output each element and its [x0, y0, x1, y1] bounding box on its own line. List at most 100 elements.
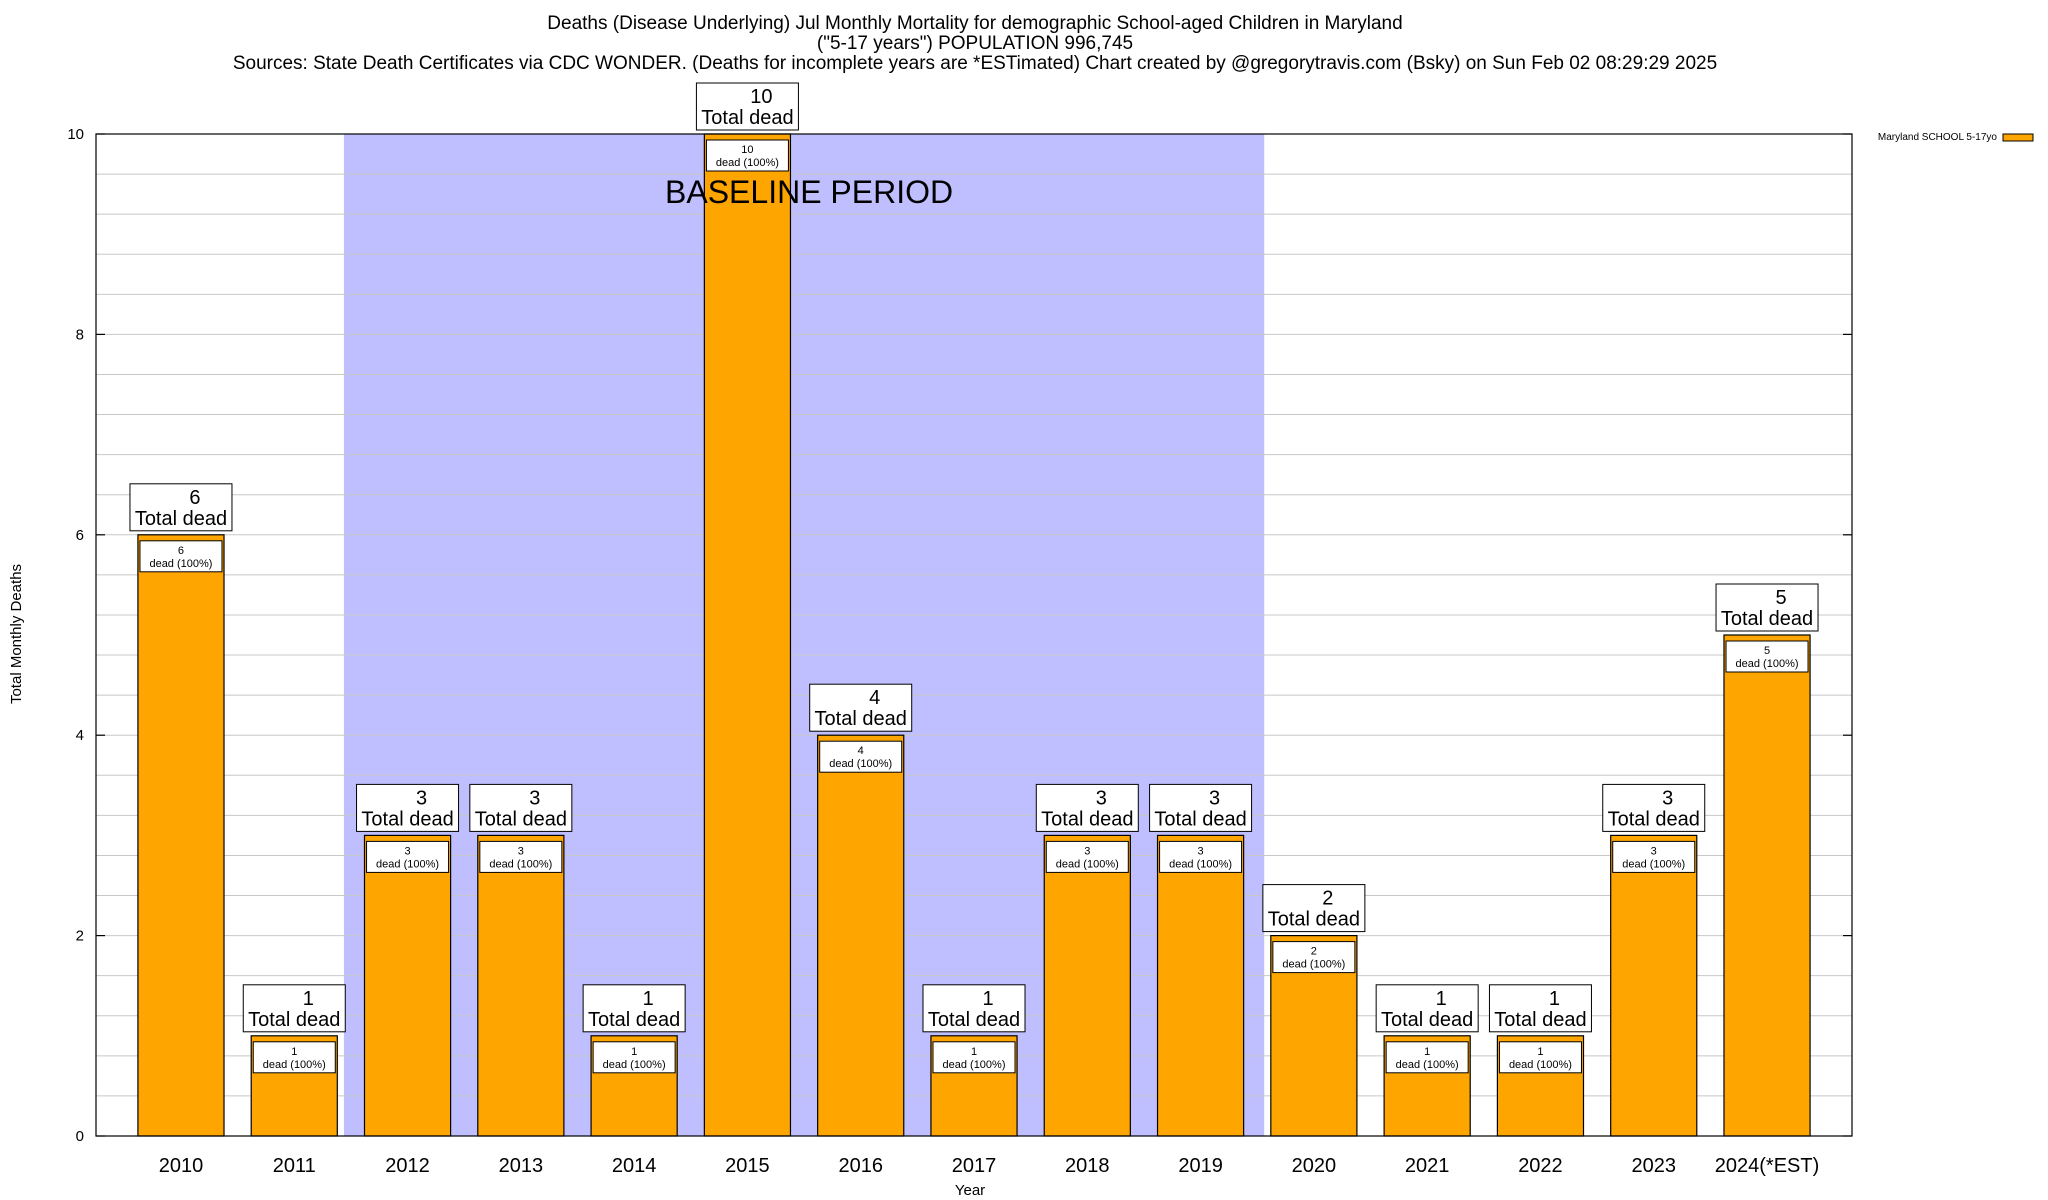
x-tick-label: 2019: [1178, 1155, 1223, 1177]
bar-total-value: 5: [1775, 587, 1786, 609]
x-tick-label: 2014: [612, 1155, 657, 1177]
bar-total-label-box: [1715, 583, 1819, 632]
bar-total-label-box: [1375, 984, 1479, 1033]
x-tick-label: 2012: [385, 1155, 430, 1177]
bar-total-label: Total dead: [1381, 1009, 1473, 1031]
bar-inner-value: 1: [971, 1046, 977, 1058]
bar-inner-label-box: [252, 1041, 336, 1074]
bar-total-value: 2: [1322, 888, 1333, 910]
bar-inner-label-box: [819, 740, 903, 773]
bar-inner-label-box: [705, 139, 789, 172]
bar-total-label-box: [469, 783, 573, 832]
bar-total-value: 1: [643, 988, 654, 1010]
bar-total-label: Total dead: [248, 1009, 340, 1031]
bar-total-value: 6: [189, 487, 200, 509]
x-tick-label: 2021: [1405, 1155, 1450, 1177]
bar-total-value: 4: [869, 687, 880, 709]
legend-entry-label: Maryland SCHOOL 5-17yo: [1878, 132, 1998, 143]
bar-inner-label-box: [592, 1041, 676, 1074]
x-tick-label: 2015: [725, 1155, 770, 1177]
bar-inner-label-box: [1159, 840, 1243, 873]
bar-inner-value: 10: [741, 144, 753, 156]
x-tick-label: 2010: [159, 1155, 204, 1177]
x-tick-label: 2017: [952, 1155, 997, 1177]
bar-total-label-box: [1602, 783, 1706, 832]
bar-total-value: 3: [416, 787, 427, 809]
bar: [703, 133, 792, 1137]
bar-total-label: Total dead: [361, 808, 453, 830]
bar-total-label-box: [1262, 884, 1366, 933]
bar-total-label-box: [1149, 783, 1253, 832]
bar-inner-label-box: [1725, 640, 1809, 673]
bar-inner-label: dead (100%): [489, 858, 552, 870]
bar: [1156, 834, 1245, 1137]
y-tick-label: 10: [67, 126, 84, 143]
x-axis-label: Year: [955, 1182, 985, 1199]
x-tick-label: 2022: [1518, 1155, 1563, 1177]
y-tick-label: 0: [76, 1128, 84, 1145]
bar-inner-value: 6: [178, 545, 184, 557]
y-tick-label: 6: [76, 527, 84, 544]
legend: Maryland SCHOOL 5-17yo: [1878, 132, 2034, 143]
bar-total-label: Total dead: [475, 808, 567, 830]
bar-inner-value: 3: [1084, 845, 1090, 857]
bar-total-label: Total dead: [1041, 808, 1133, 830]
bar-total-label-box: [1488, 984, 1592, 1033]
x-tick-label: 2023: [1631, 1155, 1676, 1177]
bar-inner-value: 3: [404, 845, 410, 857]
bar-total-label: Total dead: [815, 708, 907, 730]
bar-inner-label: dead (100%): [603, 1059, 666, 1071]
bar-inner-label: dead (100%): [376, 858, 439, 870]
bar-inner-label: dead (100%): [263, 1059, 326, 1071]
bar-total-label: Total dead: [1608, 808, 1700, 830]
bar-total-value: 1: [1436, 988, 1447, 1010]
bar-inner-label-box: [1045, 840, 1129, 873]
bar-inner-label: dead (100%): [1056, 858, 1119, 870]
bar: [1610, 834, 1698, 1137]
bar-total-label: Total dead: [135, 508, 227, 530]
bar: [817, 734, 905, 1137]
y-tick-label: 8: [76, 326, 84, 343]
bar-inner-label-box: [139, 540, 223, 573]
bar-total-value: 3: [1096, 787, 1107, 809]
bar-total-label-box: [1035, 783, 1139, 832]
bar-inner-value: 3: [518, 845, 524, 857]
bar: [477, 834, 565, 1137]
bar-inner-value: 1: [1424, 1046, 1430, 1058]
bar-total-value: 1: [982, 988, 993, 1010]
bar-total-value: 3: [1209, 787, 1220, 809]
bar-total-label-box: [242, 984, 346, 1033]
x-tick-label: 2016: [838, 1155, 883, 1177]
plot-frame: [95, 133, 1853, 1137]
bar-total-value: 3: [529, 787, 540, 809]
bar-inner-value: 1: [1537, 1046, 1543, 1058]
bar: [137, 534, 225, 1137]
x-tick-label: 2020: [1292, 1155, 1337, 1177]
bar-inner-label-box: [366, 840, 450, 873]
bar-total-label-box: [695, 82, 799, 131]
bar-inner-label: dead (100%): [829, 758, 892, 770]
bar-inner-value: 4: [858, 745, 864, 757]
chart-title-line-3: Sources: State Death Certificates via CD…: [232, 53, 1718, 74]
bar-total-label-box: [809, 683, 913, 732]
bar-total-value: 1: [303, 988, 314, 1010]
bar-total-label: Total dead: [928, 1009, 1020, 1031]
chart-title-line-2: ("5-17 years") POPULATION 996,745: [816, 33, 1134, 54]
bar-inner-label: dead (100%): [1169, 858, 1232, 870]
bar-total-label: Total dead: [1494, 1009, 1586, 1031]
bar-total-label-box: [356, 783, 460, 832]
bar-total-label: Total dead: [1154, 808, 1246, 830]
bar-total-label-box: [129, 483, 233, 532]
x-tick-label: 2011: [273, 1155, 316, 1177]
x-tick-label: 2024(*EST): [1715, 1155, 1820, 1177]
bar-inner-label: dead (100%): [1509, 1059, 1572, 1071]
bar-inner-label-box: [479, 840, 563, 873]
bar-total-label-box: [922, 984, 1026, 1033]
bar-total-label: Total dead: [1721, 608, 1813, 630]
bar: [363, 834, 452, 1137]
chart-title-line-1: Deaths (Disease Underlying) Jul Monthly …: [547, 13, 1403, 34]
bar: [1723, 634, 1811, 1137]
bar-inner-label: dead (100%): [943, 1059, 1006, 1071]
bar-inner-label-box: [932, 1041, 1016, 1074]
